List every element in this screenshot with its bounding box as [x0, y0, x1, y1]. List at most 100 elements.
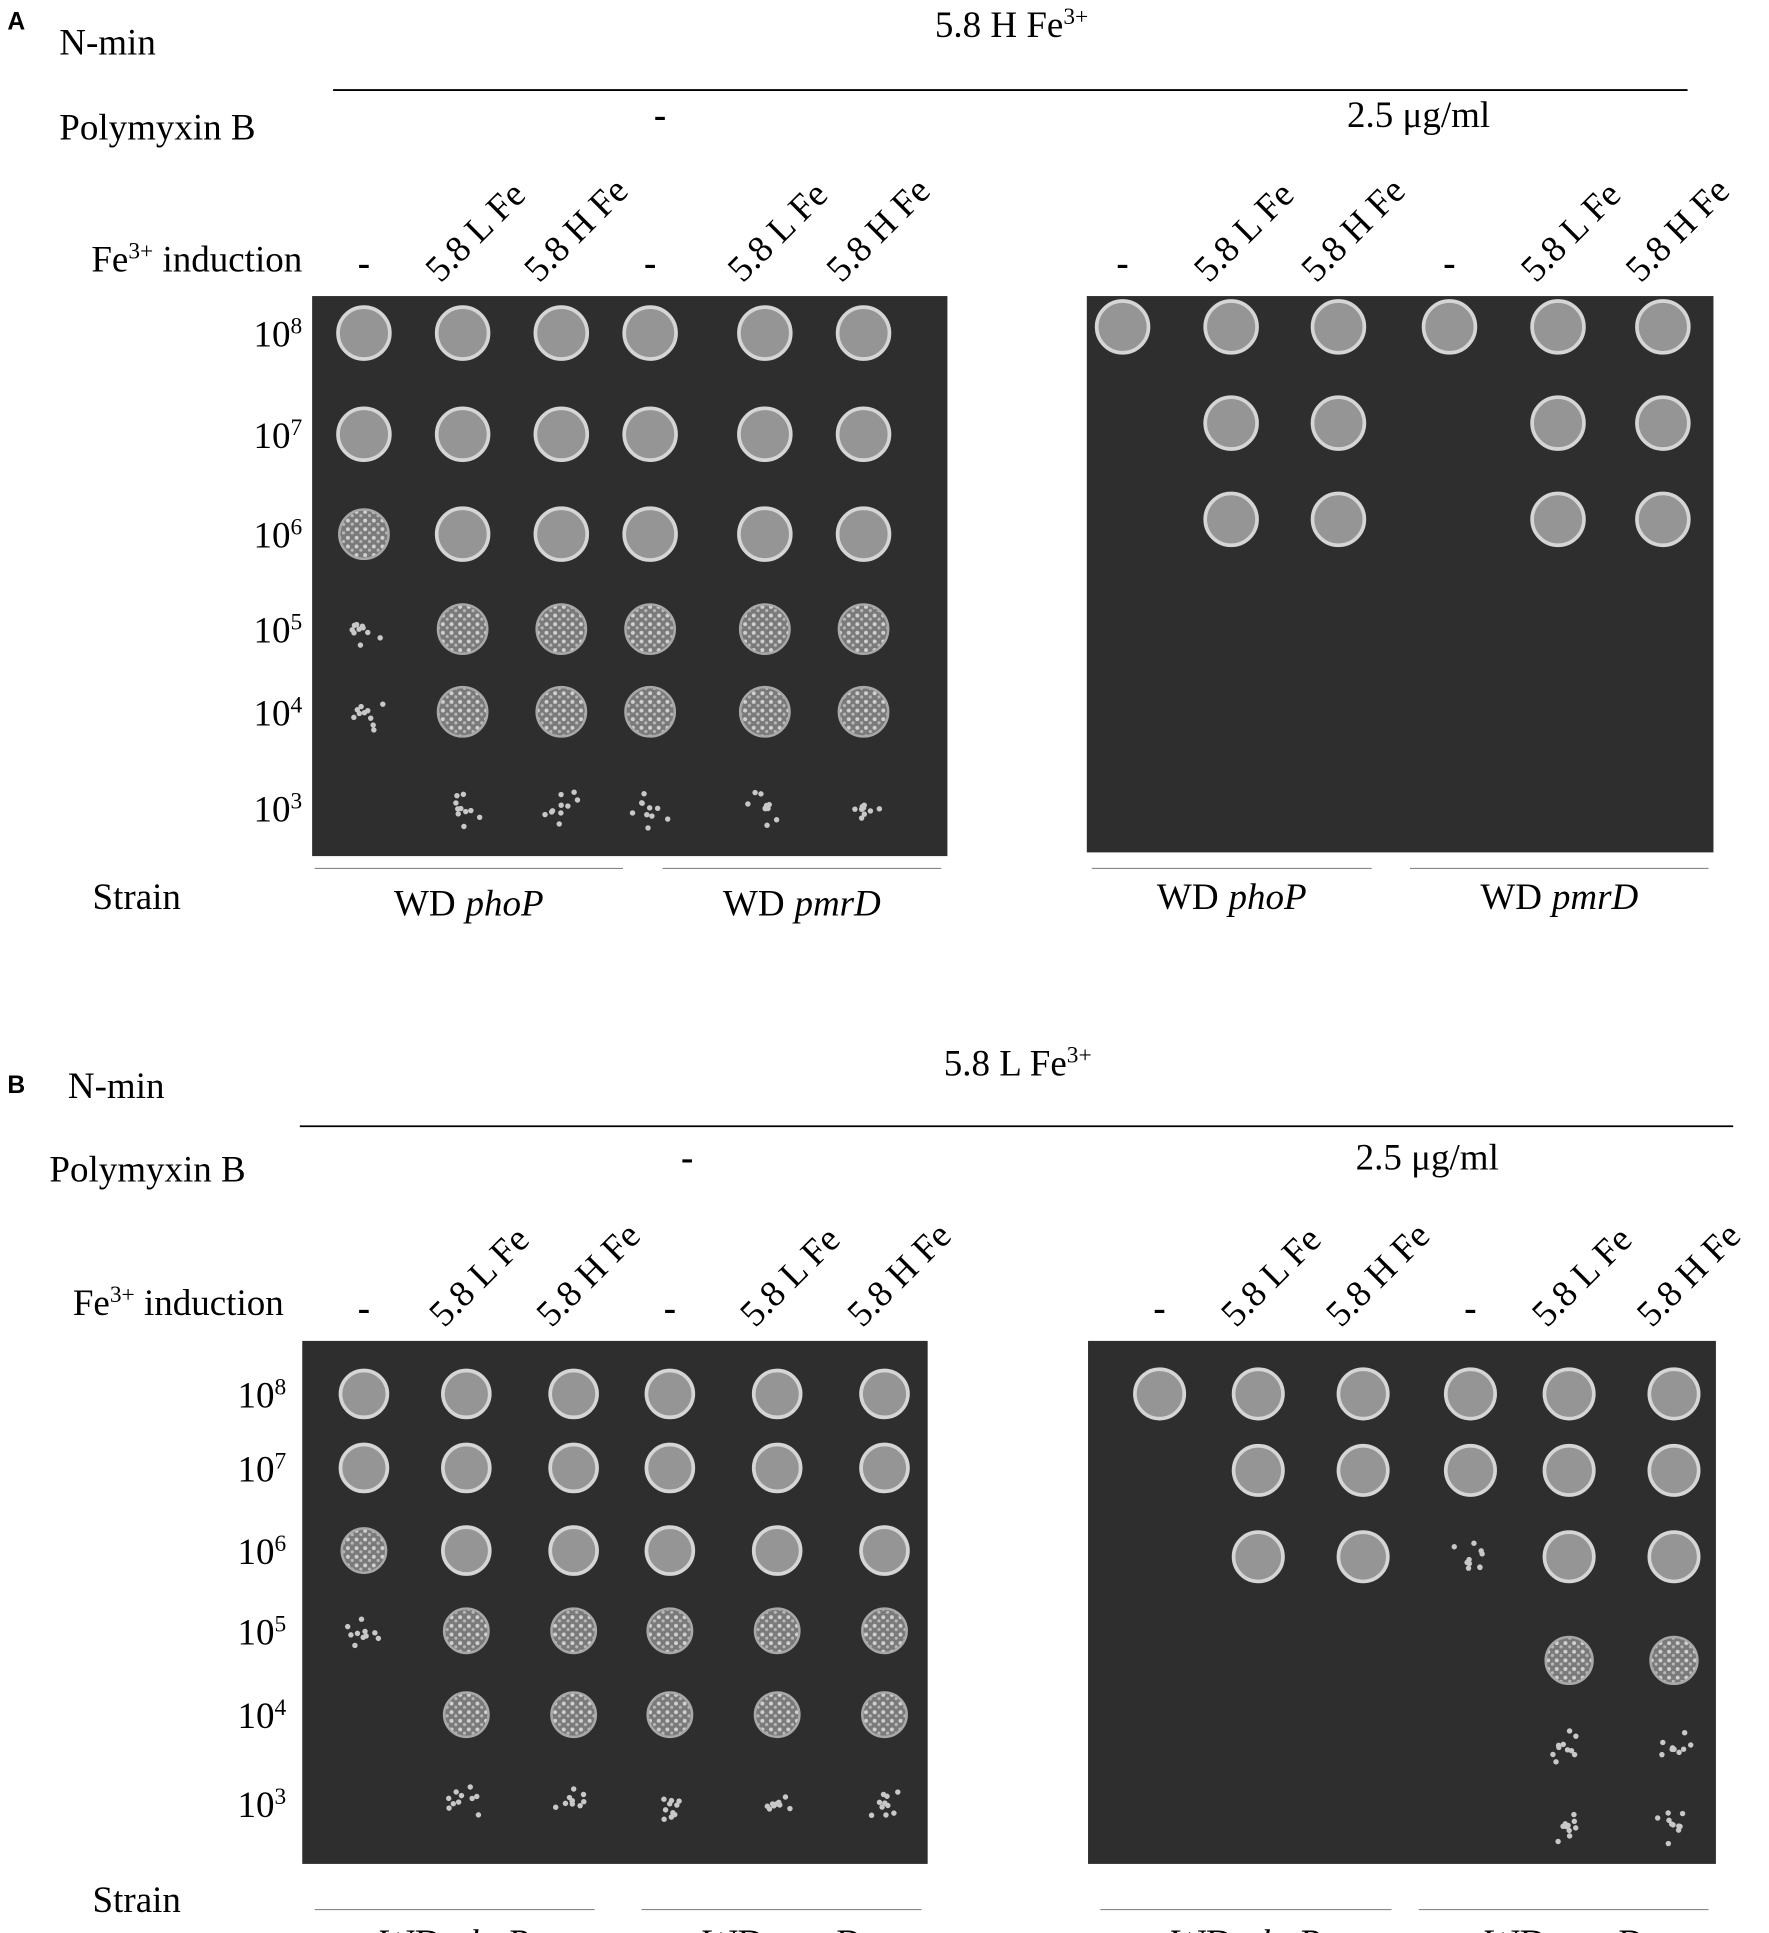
growth-spot: [441, 1368, 492, 1420]
growth-spot: [837, 685, 890, 738]
colony: [365, 629, 371, 636]
strain-name-part: pmrD: [791, 883, 881, 924]
dilution-label-part: 8: [275, 1375, 287, 1401]
growth-spot: [1635, 395, 1691, 451]
growth-spot: [1530, 395, 1586, 451]
growth-spot: [336, 406, 392, 462]
growth-spot: [340, 1527, 388, 1575]
condition: 5.8 L Fe3+: [944, 1043, 1092, 1085]
column-label: -: [664, 1288, 676, 1329]
dilution-label-part: 10: [238, 1450, 275, 1491]
growth-spot: [338, 1442, 390, 1494]
growth-spot: [622, 305, 678, 361]
column-label: 5.8 L Fe: [1524, 1219, 1640, 1335]
dilution-label-part: 6: [275, 1531, 287, 1557]
colony: [467, 1784, 473, 1790]
colony: [348, 1632, 354, 1638]
colony: [1680, 1746, 1687, 1752]
growth-spot: [1542, 1367, 1596, 1421]
growth-spot: [533, 305, 590, 361]
dilution-label-part: 10: [254, 416, 291, 457]
growth-spot: [737, 406, 793, 462]
colony: [763, 802, 770, 809]
induction-label-part: 3+: [110, 1282, 135, 1308]
dilution-label: 104: [254, 692, 303, 734]
growth-spot: [1336, 1443, 1390, 1497]
medium: N-min: [68, 1066, 165, 1107]
colony: [1465, 1565, 1472, 1571]
strain-name-part: WD: [703, 1923, 765, 1933]
dilution-label: 105: [254, 610, 303, 652]
colony: [867, 808, 874, 814]
colony: [577, 1802, 583, 1809]
growth-spot: [1421, 299, 1478, 355]
growth-spot: [1647, 1530, 1701, 1584]
column-label: -: [1116, 243, 1128, 284]
colony: [782, 1794, 789, 1800]
agar-plate: [1088, 1340, 1716, 1864]
growth-spot: [1649, 1635, 1699, 1686]
strain-name-part: phoP: [1225, 877, 1306, 918]
colony: [1571, 1811, 1577, 1818]
growth-spot: [859, 1525, 910, 1576]
growth-spot: [835, 406, 892, 462]
colony: [1665, 1840, 1672, 1847]
dilution-label-part: 10: [254, 611, 291, 652]
colony: [1659, 1751, 1665, 1758]
growth-spot: [550, 1691, 598, 1739]
colony: [474, 1793, 480, 1800]
growth-spot: [859, 1442, 910, 1494]
dilution-label-part: 6: [291, 515, 303, 541]
colony: [351, 622, 358, 629]
colony: [460, 791, 467, 798]
column-label: 5.8 L Fe: [732, 1219, 848, 1335]
growth-spot: [550, 1607, 598, 1655]
growth-spot: [338, 508, 390, 561]
growth-spot: [1443, 1367, 1497, 1421]
growth-spot: [336, 305, 392, 361]
colony: [362, 1628, 368, 1635]
growth-spot: [1133, 1367, 1187, 1421]
induction-label-part: Fe: [91, 239, 128, 280]
colony: [375, 1635, 382, 1642]
colony: [372, 1630, 378, 1636]
strain-name: WD phoP: [380, 1923, 530, 1933]
column-label: -: [644, 243, 656, 284]
growth-spot: [1443, 1443, 1497, 1497]
colony: [745, 801, 751, 807]
column-label: -: [1153, 1288, 1165, 1329]
colony: [764, 822, 770, 828]
dilution-label-part: 10: [238, 1376, 275, 1417]
colony: [552, 1804, 559, 1810]
colony: [654, 805, 661, 812]
dilution-label: 108: [254, 314, 303, 356]
growth-spot: [751, 1442, 803, 1494]
colony: [453, 800, 459, 806]
colony: [1660, 1739, 1666, 1746]
column-label: 5.8 L Fe: [720, 174, 836, 290]
colony: [571, 789, 577, 795]
colony: [446, 1795, 452, 1802]
colony: [1464, 1559, 1470, 1566]
growth-spot: [441, 1442, 492, 1494]
colony: [363, 1633, 369, 1639]
column-label: 5.8 H Fe: [529, 1215, 649, 1335]
colony: [351, 714, 357, 721]
column-label: 5.8 H Fe: [1629, 1215, 1749, 1335]
colony: [558, 810, 564, 816]
column-label: -: [358, 243, 370, 284]
growth-spot: [646, 1607, 694, 1655]
dilution-label-part: 10: [238, 1612, 275, 1653]
dilution-label-part: 7: [291, 415, 303, 441]
colony: [879, 1804, 885, 1810]
colony: [1555, 1838, 1561, 1845]
growth-spot: [859, 1368, 910, 1420]
growth-spot: [1310, 491, 1367, 548]
growth-spot: [1336, 1530, 1390, 1584]
colony: [377, 635, 383, 641]
colony: [1571, 1818, 1578, 1825]
growth-spot: [533, 506, 590, 562]
polymyxin-label: Polymyxin B: [59, 107, 255, 148]
strain-name-part: phoP: [1240, 1923, 1321, 1933]
